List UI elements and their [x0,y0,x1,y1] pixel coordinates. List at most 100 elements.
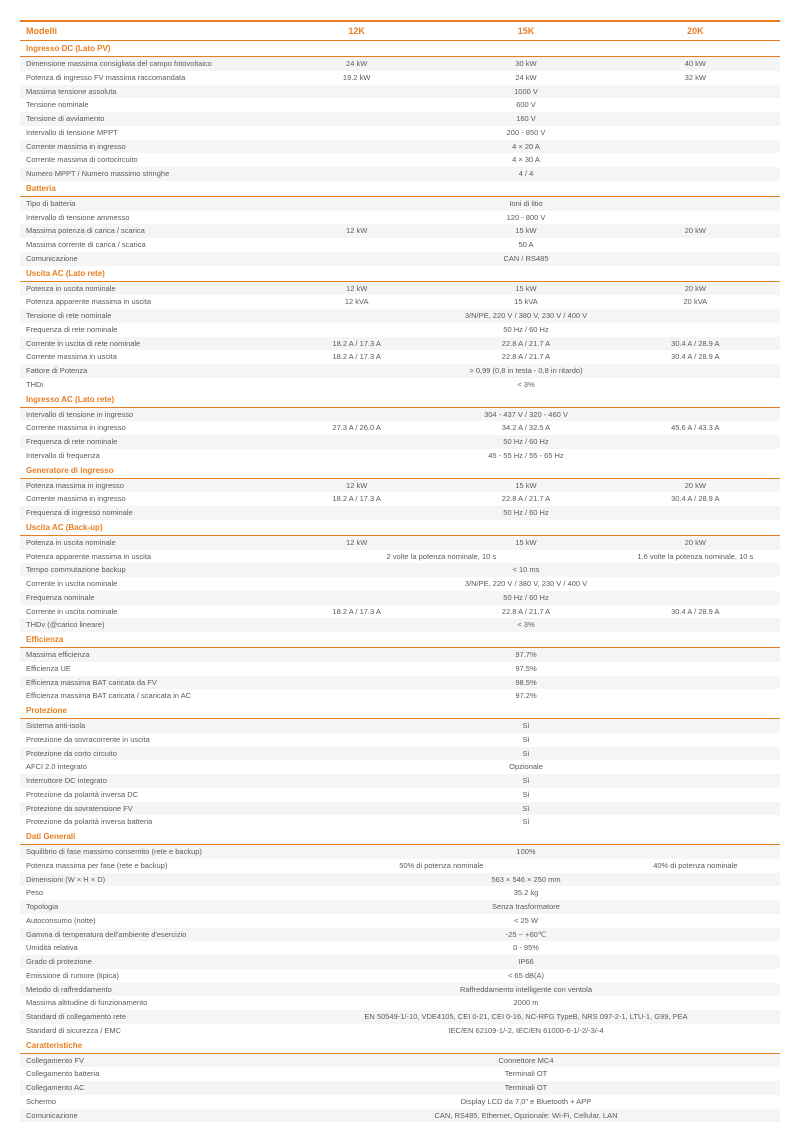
table-row: THDi< 3% [20,378,780,392]
row-value-col1: 12 kW [272,281,441,295]
row-label: Dimensioni (W × H × D) [20,873,272,887]
table-row: Corrente in uscita nominale18.2 A / 17.3… [20,605,780,619]
row-label: Frequenza di rete nominale [20,323,272,337]
row-value-col3: 20 kW [611,224,780,238]
row-label: Massima potenza di carica / scarica [20,224,272,238]
row-label: Collegamento AC [20,1081,272,1095]
table-row: Efficienza UE97.5% [20,662,780,676]
row-value-span: Terminali OT [272,1081,780,1095]
table-row: Tempo commutazione backup< 10 ms [20,563,780,577]
row-label: Intervallo di frequenza [20,449,272,463]
row-label: Standard di collegamento rete [20,1010,272,1024]
table-row: Protezione da sovracorrente in uscitaSì [20,733,780,747]
row-label: Autoconsumo (notte) [20,914,272,928]
row-value-col2: 15 kW [441,224,610,238]
row-label: Frequenza nominale [20,591,272,605]
row-value-col3: 32 kW [611,71,780,85]
row-value-span: 97.7% [272,648,780,662]
table-row: Collegamento batteriaTerminali OT [20,1067,780,1081]
row-label: Potenza massima in ingresso [20,478,272,492]
table-row: Potenza massima per fase (rete e backup)… [20,859,780,873]
table-row: Protezione da polarità inversa batteriaS… [20,815,780,829]
row-label: Protezione da polarità inversa batteria [20,815,272,829]
section-header: Uscita AC (Back-up) [20,520,780,536]
row-value-col3: 20 kW [611,281,780,295]
row-label: Frequenza di ingresso nominale [20,506,272,520]
table-row: Intervallo di tensione ammesso120 - 800 … [20,211,780,225]
row-value-span: Sì [272,733,780,747]
row-value-col1: 18.2 A / 17.3 A [272,605,441,619]
row-value-span: Senza trasformatore [272,900,780,914]
table-row: Frequenza di ingresso nominale50 Hz / 60… [20,506,780,520]
header-col1: 12K [272,21,441,41]
table-row: ComunicazioneCAN / RS485 [20,252,780,266]
section-header: Ingresso DC (Lato PV) [20,41,780,57]
row-value-span: Raffreddamento intelligente con ventola [272,983,780,997]
row-label: AFCI 2.0 integrato [20,760,272,774]
section-header: Batteria [20,181,780,197]
table-row: Massima tensione assoluta1000 V [20,85,780,99]
row-label: Grado di protezione [20,955,272,969]
row-value-span: 4 / 4 [272,167,780,181]
row-value-span: < 3% [272,378,780,392]
row-value-span: 1000 V [272,85,780,99]
row-value-col3: 30.4 A / 28.9 A [611,337,780,351]
table-row: Potenza in uscita nominale12 kW15 kW20 k… [20,281,780,295]
row-label: Frequenza di rete nominale [20,435,272,449]
model-header-row: Modelli 12K 15K 20K [20,21,780,41]
table-row: Tensione nominale600 V [20,98,780,112]
table-row: Tensione di avviamento160 V [20,112,780,126]
row-value-span: Sì [272,774,780,788]
row-value-col1: 12 kW [272,535,441,549]
row-value-span: < 25 W [272,914,780,928]
row-label: Massima tensione assoluta [20,85,272,99]
table-row: TopologiaSenza trasformatore [20,900,780,914]
header-label: Modelli [20,21,272,41]
table-row: Protezione da polarità inversa DCSì [20,788,780,802]
row-label: Potenza di ingresso FV massima raccomand… [20,71,272,85]
section-header: Uscita AC (Lato rete) [20,266,780,282]
table-row: Tipo di batteriaIoni di litio [20,196,780,210]
table-row: Fattore di Potenza> 0,99 (0,8 in testa -… [20,364,780,378]
section-title: Ingresso DC (Lato PV) [20,41,780,57]
row-label: Tensione nominale [20,98,272,112]
row-label: Metodo di raffreddamento [20,983,272,997]
row-value-span: 4 × 20 A [272,140,780,154]
row-value-span: Sì [272,788,780,802]
row-label: Potenza in uscita nominale [20,535,272,549]
table-row: Corrente massima in ingresso18.2 A / 17.… [20,492,780,506]
row-label: Squilibrio di fase massimo consentito (r… [20,845,272,859]
table-row: Interruttore DC integratoSì [20,774,780,788]
row-value-col3: 40 kW [611,57,780,71]
row-label: Corrente in uscita nominale [20,605,272,619]
row-value-col3: 20 kVA [611,295,780,309]
table-row: Massima corrente di carica / scarica50 A [20,238,780,252]
spec-table: Modelli 12K 15K 20K Ingresso DC (Lato PV… [20,20,780,1122]
table-row: AFCI 2.0 integratoOpzionale [20,760,780,774]
row-label: Corrente in uscita nominale [20,577,272,591]
table-row: Corrente massima in ingresso27.3 A / 26.… [20,421,780,435]
table-row: Potenza apparente massima in uscita12 kV… [20,295,780,309]
row-label: Efficienza massima BAT caricata / scaric… [20,689,272,703]
table-row: Corrente massima in ingresso4 × 20 A [20,140,780,154]
row-value-span: 50 Hz / 60 Hz [272,323,780,337]
row-label: Potenza massima per fase (rete e backup) [20,859,272,873]
row-value-col3: 30.4 A / 28.9 A [611,350,780,364]
row-value-col2: 15 kVA [441,295,610,309]
row-label: Gamma di temperatura dell'ambiente d'ese… [20,928,272,942]
row-value-span: 160 V [272,112,780,126]
row-value-span: 45 - 55 Hz / 55 - 65 Hz [272,449,780,463]
section-header: Efficienza [20,632,780,648]
table-row: Dimensioni (W × H × D)563 × 546 × 250 mm [20,873,780,887]
section-title: Efficienza [20,632,780,648]
row-label: THDi [20,378,272,392]
section-title: Batteria [20,181,780,197]
row-value-col2: 22.8 A / 21.7 A [441,337,610,351]
row-value-span: 50 Hz / 60 Hz [272,591,780,605]
table-row: Massima potenza di carica / scarica12 kW… [20,224,780,238]
row-value-span: IP66 [272,955,780,969]
table-row: Intervallo di frequenza45 - 55 Hz / 55 -… [20,449,780,463]
row-label: Protezione da sovracorrente in uscita [20,733,272,747]
row-value-span: < 10 ms [272,563,780,577]
table-row: Grado di protezioneIP66 [20,955,780,969]
